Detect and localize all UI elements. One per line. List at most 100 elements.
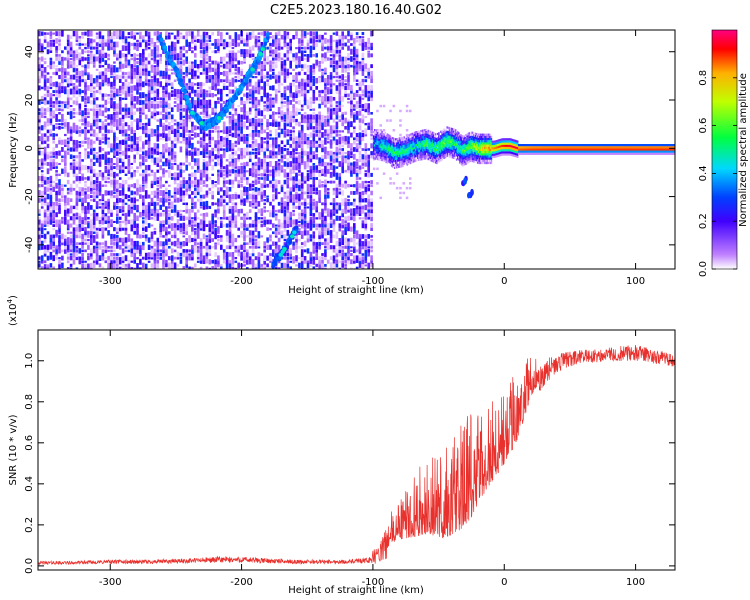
noise-cell — [292, 110, 295, 116]
noise-cell — [194, 106, 197, 113]
noise-cell — [353, 184, 356, 188]
noise-cell — [312, 82, 316, 86]
noise-cell — [318, 197, 321, 203]
noise-cell — [246, 197, 249, 203]
noise-cell — [208, 35, 212, 40]
noise-cell — [257, 234, 261, 239]
noise-cell — [303, 220, 307, 224]
noise-cell — [92, 245, 96, 249]
noise-cell — [251, 267, 255, 269]
noise-cell — [358, 244, 362, 251]
noise-cell — [306, 234, 310, 239]
noise-cell — [38, 38, 41, 43]
noise-cell — [257, 118, 261, 123]
noise-cell — [274, 155, 278, 159]
noise-cell — [38, 43, 41, 46]
noise-cell — [87, 74, 90, 80]
noise-cell — [194, 241, 197, 246]
noise-cell — [332, 151, 336, 155]
noise-cell — [283, 256, 287, 260]
noise-cell — [118, 103, 122, 109]
noise-cell — [243, 213, 246, 216]
noise-cell — [211, 43, 214, 46]
noise-cell — [72, 50, 76, 53]
noise-cell — [251, 162, 255, 166]
noise-cell — [257, 157, 261, 164]
noise-cell — [38, 121, 41, 127]
noise-cell — [75, 111, 79, 115]
noise-cell — [162, 97, 165, 100]
noise-cell — [240, 119, 243, 122]
noise-cell — [277, 132, 281, 138]
noise-cell — [286, 57, 290, 61]
noise-cell — [257, 164, 261, 171]
noise-cell — [61, 249, 64, 253]
noise-cell — [58, 184, 61, 188]
noise-cell — [248, 235, 252, 238]
noise-cell — [113, 191, 116, 195]
noise-cell — [58, 237, 61, 243]
noise-cell — [66, 143, 70, 149]
noise-cell — [165, 226, 168, 232]
noise-cell — [347, 158, 350, 163]
noise-cell — [61, 108, 64, 112]
noise-cell — [263, 157, 266, 164]
noise-cell — [38, 68, 41, 72]
noise-cell — [66, 191, 70, 195]
noise-cell — [309, 158, 313, 163]
noise-cell — [272, 49, 275, 54]
noise-cell — [165, 180, 168, 184]
noise-cell — [124, 107, 128, 112]
noise-cell — [326, 237, 330, 243]
noise-cell — [139, 85, 142, 91]
noise-cell — [104, 248, 108, 254]
noise-cell — [243, 42, 246, 47]
noise-cell — [306, 81, 310, 87]
noise-cell — [312, 256, 316, 260]
noise-cell — [306, 173, 310, 177]
noise-cell — [358, 188, 362, 191]
noise-cell — [280, 222, 284, 229]
noise-cell — [113, 114, 116, 120]
noise-cell — [58, 240, 61, 247]
noise-cell — [159, 226, 162, 233]
spectrogram-heatmap — [38, 30, 675, 269]
noise-cell — [58, 56, 61, 62]
noise-cell — [118, 157, 122, 163]
noise-cell — [165, 206, 168, 209]
noise-cell — [118, 198, 122, 203]
noise-cell — [326, 39, 330, 43]
noise-cell — [231, 64, 235, 68]
noise-cell — [156, 38, 160, 43]
noise-cell — [353, 71, 356, 76]
noise-cell — [40, 198, 44, 202]
noise-cell — [194, 132, 197, 138]
noise-cell — [292, 209, 295, 213]
noise-cell — [315, 263, 318, 267]
noise-cell — [113, 195, 116, 198]
noise-cell — [312, 165, 316, 170]
noise-cell — [217, 97, 220, 101]
noise-cell — [303, 165, 307, 170]
noise-cell — [101, 202, 105, 205]
noise-cell — [274, 41, 278, 48]
noise-cell — [130, 67, 134, 73]
noise-cell — [217, 63, 220, 70]
noise-cell — [260, 173, 264, 177]
noise-cell — [78, 154, 82, 159]
noise-cell — [217, 101, 220, 104]
noise-cell — [139, 121, 142, 127]
noise-cell — [300, 38, 304, 43]
noise-cell — [300, 157, 304, 163]
noise-cell — [254, 147, 258, 151]
noise-cell — [61, 118, 64, 123]
noise-cell — [182, 72, 186, 75]
noise-cell — [118, 206, 122, 209]
noise-cell — [170, 206, 174, 209]
noise-cell — [237, 168, 240, 174]
noise-cell — [116, 121, 119, 127]
noise-cell — [220, 157, 223, 163]
noise-cell — [202, 115, 206, 119]
noise-cell — [341, 86, 344, 90]
